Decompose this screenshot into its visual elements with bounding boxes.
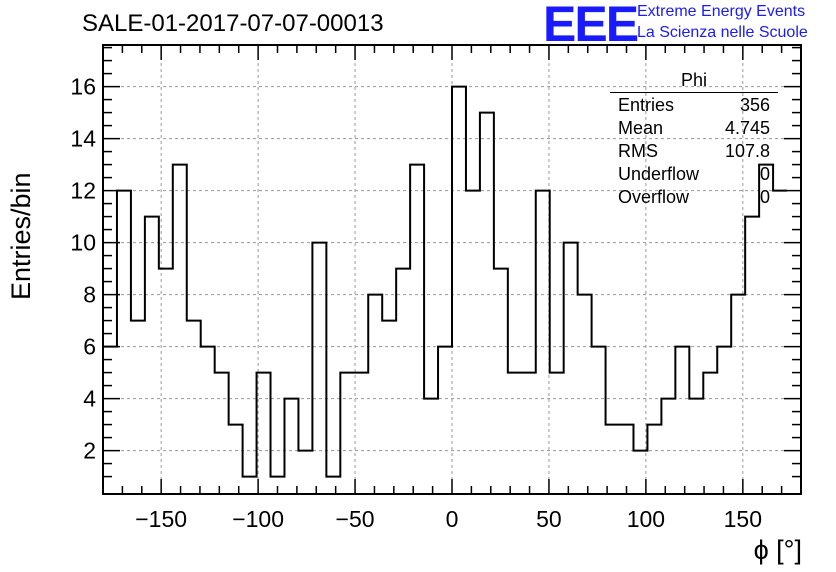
y-axis-label: Entries/bin (6, 172, 36, 300)
x-tick-label: 150 (724, 506, 762, 532)
stats-row-entries: Entries 356 (610, 94, 778, 117)
stats-label: Mean (618, 118, 664, 138)
chart-title: SALE-01-2017-07-07-00013 (82, 10, 384, 37)
stats-label: Entries (618, 95, 675, 115)
brand-line-2: La Scienza nelle Scuole (637, 24, 808, 41)
stats-box: Phi Entries 356 Mean 4.745 RMS 107.8 Und… (610, 70, 778, 209)
stats-value: 356 (739, 95, 770, 115)
stats-row-mean: Mean 4.745 (610, 117, 778, 140)
stats-value: 0 (759, 187, 770, 207)
x-tick-label: 50 (536, 506, 562, 532)
stats-row-rms: RMS 107.8 (610, 140, 778, 163)
histogram-series (103, 85, 788, 478)
y-tick-label: 4 (83, 386, 96, 412)
y-tick-label: 14 (70, 126, 96, 152)
x-tick-label: −100 (232, 506, 284, 532)
x-tick-label: −150 (135, 506, 187, 532)
stats-value: 4.745 (724, 118, 770, 138)
stats-label: RMS (618, 141, 658, 161)
y-tick-label: 16 (70, 74, 96, 100)
stats-value: 0 (759, 164, 770, 184)
y-tick-label: 10 (70, 230, 96, 256)
stats-value: 107.8 (724, 141, 770, 161)
y-tick-label: 12 (70, 178, 96, 204)
eee-logo: EEE (543, 0, 639, 52)
y-tick-label: 2 (83, 438, 96, 464)
stats-box-title: Phi (610, 70, 778, 93)
brand-line-1: Extreme Energy Events (637, 3, 806, 20)
stats-row-overflow: Overflow 0 (610, 186, 778, 209)
stats-label: Overflow (618, 187, 690, 207)
stats-label: Underflow (618, 164, 700, 184)
x-axis-label: ϕ [°] (753, 535, 802, 565)
x-tick-label: 100 (627, 506, 665, 532)
y-tick-label: 6 (83, 334, 96, 360)
x-tick-label: −50 (336, 506, 375, 532)
y-tick-label: 8 (83, 282, 96, 308)
stats-row-underflow: Underflow 0 (610, 163, 778, 186)
x-tick-label: 0 (446, 506, 459, 532)
